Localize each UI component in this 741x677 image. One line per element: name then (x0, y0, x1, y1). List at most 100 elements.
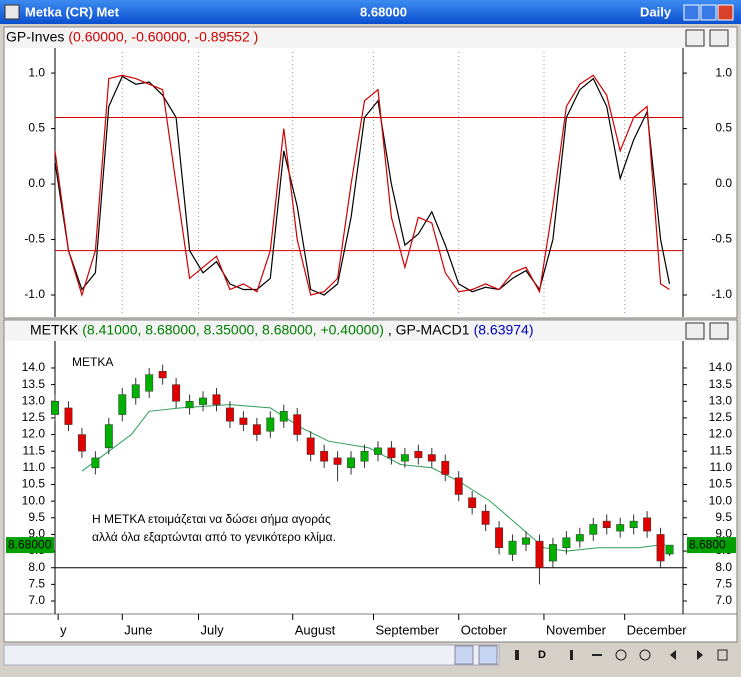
maximize-button[interactable] (700, 4, 717, 21)
y-tick-label: 11.5 (23, 443, 46, 457)
candle-body (427, 454, 436, 462)
panel-close-button[interactable] (709, 322, 729, 340)
candle-body (481, 510, 490, 525)
panel-2-indicator: , GP-MACD1 (388, 322, 470, 338)
candle-body (145, 374, 154, 392)
scroll-thumb[interactable] (454, 645, 474, 665)
panel-1-name: GP-Inves (6, 29, 64, 45)
toolbar-icon[interactable] (615, 649, 627, 661)
y-tick-label: 0.0 (715, 176, 732, 190)
candle-body (522, 537, 530, 545)
toolbar-button[interactable]: D (538, 649, 546, 661)
annotation: αλλά όλα εξαρτώνται από το γενικότερο κλ… (92, 530, 336, 544)
candle-body (293, 414, 302, 435)
y-tick-label: 0.5 (28, 121, 45, 135)
candle-body (562, 537, 571, 548)
x-axis-strip (3, 613, 738, 643)
y-tick-label: 11.5 (710, 443, 733, 457)
close-button[interactable] (717, 4, 734, 21)
toolbar-icon[interactable] (717, 649, 728, 661)
scrollbar[interactable] (3, 644, 500, 666)
candle-body (387, 447, 396, 459)
y-tick-label: 9.5 (715, 510, 732, 524)
indicator-line (54, 75, 671, 296)
candle-body (333, 457, 342, 465)
toolbar (515, 649, 728, 661)
y-tick-label: 10.0 (22, 493, 46, 507)
y-tick-label: 1.0 (28, 65, 45, 79)
last-value-label: 8.68000 (8, 537, 52, 551)
toolbar-icon[interactable] (639, 649, 651, 661)
candle-body (306, 437, 315, 455)
y-tick-label: 12.0 (709, 427, 733, 441)
y-tick-label: 13.0 (22, 393, 46, 407)
candle-body (225, 407, 234, 422)
y-tick-label: 7.0 (28, 593, 45, 607)
panel-close-button[interactable] (709, 29, 729, 47)
candle-body (629, 520, 638, 529)
candle-body (239, 417, 248, 425)
candle-body (91, 457, 100, 469)
y-tick-label: 13.5 (709, 377, 733, 391)
y-tick-label: -1.0 (24, 287, 45, 301)
panel-max-button[interactable] (685, 29, 705, 47)
app-icon (4, 4, 20, 20)
candle-body (454, 477, 463, 495)
minimize-button[interactable] (683, 4, 700, 21)
candle-body (575, 534, 584, 542)
candle-body (131, 384, 140, 399)
x-tick-label: September (375, 622, 439, 637)
y-tick-label: 10.5 (22, 477, 46, 491)
y-tick-label: 1.0 (715, 65, 732, 79)
x-tick-label: December (627, 622, 688, 637)
indicator-line (54, 74, 670, 298)
panel-1-values: (0.60000, -0.60000, -0.89552 ) (68, 29, 258, 45)
last-value-label: 8.6800 (689, 537, 726, 551)
candle-body (185, 401, 194, 409)
toolbar-icon[interactable] (592, 654, 602, 656)
window-title: Metka (CR) Met (25, 4, 120, 19)
panel-max-button[interactable] (685, 322, 705, 340)
y-tick-label: 7.5 (715, 577, 732, 591)
panel-2-header (5, 321, 736, 341)
x-tick-label: November (546, 622, 607, 637)
candle-body (400, 454, 409, 462)
candle-body (589, 524, 598, 535)
candle-body (665, 544, 674, 555)
y-tick-label: -0.5 (24, 232, 45, 246)
annotation: Η ΜΕΤΚΑ ετοιμάζεται να δώσει σήμα αγοράς (92, 512, 331, 526)
y-tick-label: 8.0 (28, 560, 45, 574)
y-tick-label: -0.5 (711, 232, 732, 246)
candle-body (360, 450, 369, 462)
x-tick-label: August (295, 622, 336, 637)
candle-body (468, 497, 477, 509)
y-tick-label: 12.0 (22, 427, 46, 441)
y-tick-label: 10.0 (709, 493, 733, 507)
y-tick-label: 10.5 (709, 477, 733, 491)
candle-body (199, 397, 207, 405)
candle-body (252, 424, 261, 435)
candle-body (118, 394, 127, 415)
x-tick-label: y (60, 622, 67, 637)
toolbar-icon[interactable] (570, 650, 573, 660)
panel-1-header (5, 28, 736, 48)
candle-body (279, 411, 288, 422)
toolbar-icon[interactable] (515, 650, 519, 660)
candle-body (104, 424, 113, 449)
candle-body (616, 524, 625, 532)
toolbar-icon[interactable] (670, 650, 676, 660)
panel-2-values: (8.41000, 8.68000, 8.35000, 8.68000, +0.… (82, 322, 384, 338)
candle-body (212, 394, 221, 405)
candle-body (158, 371, 167, 379)
last-value-box (6, 537, 54, 554)
x-tick-label: June (124, 622, 152, 637)
scroll-right[interactable] (478, 645, 498, 665)
toolbar-icon[interactable] (697, 650, 703, 660)
annotation: METKA (72, 355, 113, 369)
y-tick-label: 11.0 (23, 460, 46, 474)
candle-body (495, 527, 504, 548)
candle-body (441, 460, 450, 475)
candle-body (548, 544, 557, 562)
